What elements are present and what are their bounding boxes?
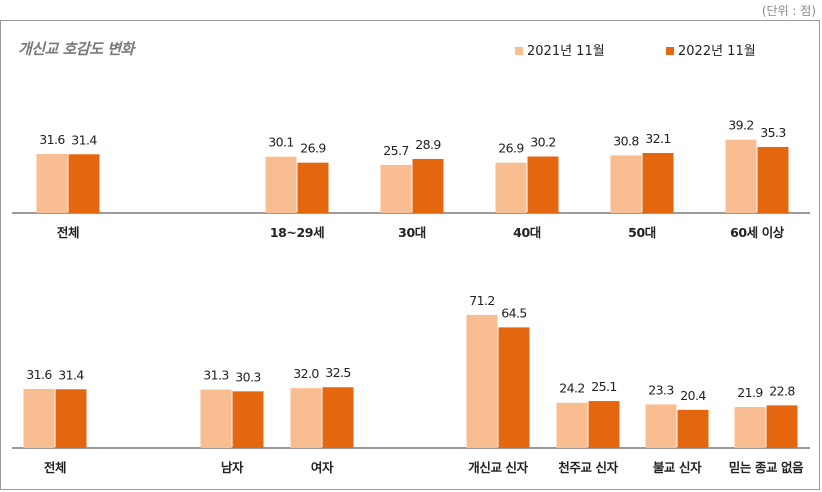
legend-label-2021: 2021년 11월 xyxy=(527,44,605,59)
bar-2022 xyxy=(757,146,789,213)
bar-2021 xyxy=(725,139,757,213)
bar-2021 xyxy=(290,388,322,448)
bar-2021 xyxy=(556,402,588,448)
category-label: 30대 xyxy=(398,225,426,240)
bar-2021 xyxy=(466,314,498,448)
legend-item-2022: 2022년 11월 xyxy=(666,40,756,59)
bar-2021 xyxy=(645,404,677,448)
data-label: 30.8 xyxy=(613,133,639,148)
bar-2022 xyxy=(232,391,264,448)
data-label: 25.1 xyxy=(591,379,616,394)
bar-2022 xyxy=(588,401,620,448)
category-label: 18~29세 xyxy=(270,225,324,240)
data-label: 22.8 xyxy=(769,383,795,398)
data-label: 21.9 xyxy=(737,385,763,400)
category-label: 남자 xyxy=(221,460,244,475)
data-label: 31.3 xyxy=(203,367,228,382)
data-label: 64.5 xyxy=(501,305,526,320)
bar-2021 xyxy=(495,162,527,213)
bar-2022 xyxy=(527,156,559,213)
data-label: 31.6 xyxy=(26,367,52,382)
legend-label-2022: 2022년 11월 xyxy=(678,44,756,59)
legend-swatch-2021 xyxy=(515,47,523,55)
data-label: 24.2 xyxy=(559,381,584,396)
data-label: 39.2 xyxy=(728,118,753,133)
data-label: 30.2 xyxy=(530,135,555,150)
unit-label: (단위 : 점) xyxy=(761,4,816,18)
bar-2021 xyxy=(610,155,642,213)
data-label: 26.9 xyxy=(498,141,524,156)
data-label: 23.3 xyxy=(648,382,673,397)
data-label: 31.6 xyxy=(39,132,65,147)
bar-2022 xyxy=(68,154,100,213)
bar-2022 xyxy=(642,152,674,213)
bar-2021 xyxy=(380,164,412,213)
bar-2021 xyxy=(734,407,766,448)
bar-2021 xyxy=(36,153,68,213)
data-label: 20.4 xyxy=(680,388,706,403)
bar-2021 xyxy=(23,388,55,448)
category-label: 40대 xyxy=(513,225,541,240)
category-label: 전체 xyxy=(44,460,66,475)
bar-2022 xyxy=(297,162,329,213)
data-label: 35.3 xyxy=(760,125,785,140)
bar-2022 xyxy=(412,158,444,213)
category-label: 개신교 신자 xyxy=(468,460,528,475)
bar-2021 xyxy=(265,156,297,213)
data-label: 31.4 xyxy=(71,132,97,147)
data-label: 32.0 xyxy=(293,366,319,381)
category-label: 천주교 신자 xyxy=(558,460,618,475)
category-label: 불교 신자 xyxy=(653,460,702,475)
data-label: 32.1 xyxy=(645,131,670,146)
category-label: 60세 이상 xyxy=(730,225,785,240)
data-label: 32.5 xyxy=(325,365,350,380)
data-label: 26.9 xyxy=(300,141,326,156)
category-label: 믿는 종교 없음 xyxy=(729,460,804,475)
bar-2022 xyxy=(766,405,798,448)
category-label: 전체 xyxy=(57,225,79,240)
data-label: 28.9 xyxy=(415,137,441,152)
legend-item-2021: 2021년 11월 xyxy=(515,40,605,59)
data-label: 71.2 xyxy=(469,293,494,308)
category-label: 50대 xyxy=(628,225,656,240)
bar-2022 xyxy=(498,327,530,448)
chart-title: 개신교 호감도 변화 xyxy=(18,40,134,58)
data-label: 25.7 xyxy=(383,143,408,158)
data-label: 30.3 xyxy=(235,369,260,384)
data-label: 31.4 xyxy=(58,367,84,382)
bar-2022 xyxy=(55,389,87,448)
bar-2022 xyxy=(322,387,354,448)
bar-2021 xyxy=(200,389,232,448)
bar-2022 xyxy=(677,409,709,448)
data-label: 30.1 xyxy=(268,135,293,150)
category-label: 여자 xyxy=(311,460,334,475)
legend-swatch-2022 xyxy=(666,47,674,55)
